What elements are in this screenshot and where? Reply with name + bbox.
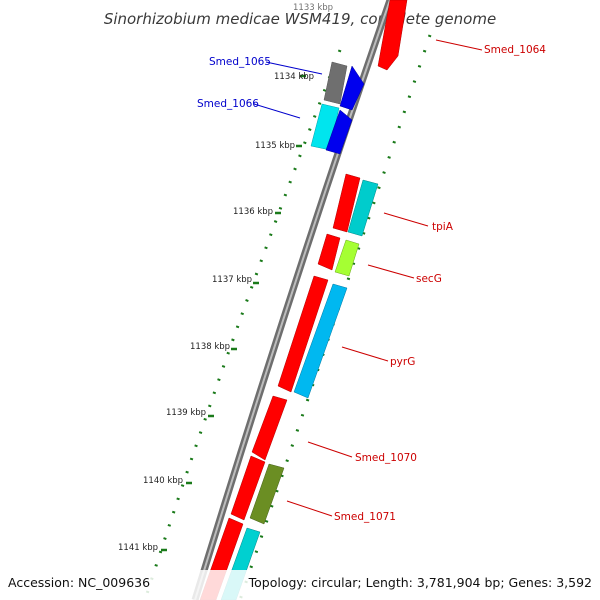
tick-label: 1138 kbp bbox=[190, 342, 230, 352]
connector-smed-1066 bbox=[253, 103, 301, 119]
connector-smed-1065 bbox=[265, 61, 323, 75]
tick-label: 1139 kbp bbox=[166, 408, 206, 418]
gene-tpia-arrow[interactable] bbox=[332, 173, 361, 233]
gene-label-tpia[interactable]: tpiA bbox=[432, 221, 454, 233]
gene-lime-1[interactable] bbox=[334, 239, 360, 277]
tick-label: 1136 kbp bbox=[233, 207, 273, 217]
genome-summary-text: Topology: circular; Length: 3,781,904 bp… bbox=[248, 575, 592, 590]
gene-cyan-1[interactable] bbox=[347, 179, 379, 237]
connector-smed-1070 bbox=[307, 441, 353, 458]
tick-label: 1135 kbp bbox=[255, 141, 295, 151]
gene-label-smed-1064[interactable]: Smed_1064 bbox=[484, 44, 546, 56]
tick-label: 1137 kbp bbox=[212, 275, 252, 285]
tick-label: 1140 kbp bbox=[143, 476, 183, 486]
footer-bg bbox=[0, 570, 600, 600]
tick-label: 1134 kbp bbox=[274, 72, 314, 82]
gene-blue-1[interactable] bbox=[339, 65, 365, 111]
tick-label: 1133 kbp bbox=[293, 3, 333, 13]
tick-track-right bbox=[238, 34, 432, 600]
gene-label-pyrg[interactable]: pyrG bbox=[390, 356, 415, 368]
connector-secg bbox=[367, 264, 415, 279]
gene-secg-arrow[interactable] bbox=[317, 233, 341, 271]
gene-label-secg[interactable]: secG bbox=[416, 273, 442, 285]
accession-text: Accession: NC_009636 bbox=[8, 575, 150, 590]
gene-smed-1065-arrow[interactable] bbox=[323, 61, 348, 105]
gene-blue-light-1[interactable] bbox=[293, 283, 348, 399]
gene-smed-1071-arrow[interactable] bbox=[230, 455, 266, 521]
gene-label-smed-1070[interactable]: Smed_1070 bbox=[355, 452, 417, 464]
gene-pyrg-arrow[interactable] bbox=[277, 275, 329, 393]
connector-smed-1071 bbox=[286, 500, 333, 517]
gene-smed-1070-arrow[interactable] bbox=[251, 395, 288, 461]
gene-label-smed-1066[interactable]: Smed_1066 bbox=[197, 98, 259, 110]
connector-tpia bbox=[383, 212, 429, 227]
connector-pyrg bbox=[341, 346, 389, 362]
gene-smed-1064-arrow[interactable] bbox=[377, 0, 408, 71]
gene-blue-2[interactable] bbox=[325, 109, 353, 155]
connector-smed-1064 bbox=[435, 39, 483, 51]
gene-label-smed-1071[interactable]: Smed_1071 bbox=[334, 511, 396, 523]
gene-label-smed-1065[interactable]: Smed_1065 bbox=[209, 56, 271, 68]
gene-olive-1[interactable] bbox=[249, 463, 285, 525]
tick-label: 1141 kbp bbox=[118, 543, 158, 553]
